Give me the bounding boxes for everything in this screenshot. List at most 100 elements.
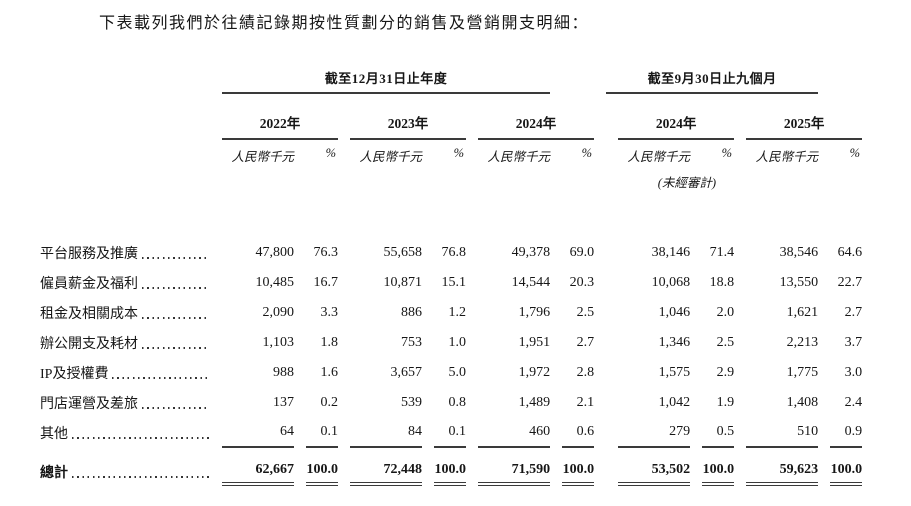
cell-value: 49,378 [511,245,551,260]
cell-value: 14,544 [511,275,551,290]
cell-value: 5.0 [448,365,467,380]
cell-value: 15.1 [441,275,467,290]
cell-value: 2,090 [262,305,295,320]
cell-value: 18.8 [709,275,735,290]
year-header-2025-9m: 2025年 [746,94,863,140]
cell-value: 0.6 [562,418,595,448]
table-row: 僱員薪金及福利 10,485 16.7 10,871 15.1 14,544 20.3 10,… [40,268,862,298]
cell-value: 47,800 [255,245,295,260]
dot-leader [72,476,209,478]
cell-value: 1.9 [716,395,735,410]
cell-value: 10,068 [651,275,691,290]
cell-value: 13,550 [779,275,819,290]
cell-value: 64 [222,418,294,448]
cell-value: 1,042 [658,395,691,410]
cell-value: 1,489 [518,395,551,410]
cell-value: 38,146 [651,245,691,260]
dot-leader [142,317,209,319]
cell-value: 137 [273,395,294,410]
cell-value: 10,871 [383,275,423,290]
cell-value: 2.4 [844,395,863,410]
table-row: IP及授權費 988 1.6 3,657 5.0 1,972 2.8 1,575 2.9 1,77… [40,358,862,388]
cell-value: 69.0 [569,245,595,260]
unit-label: 人民幣千元 [627,150,691,164]
cell-value: 2.5 [576,305,595,320]
cell-value: 1,621 [786,305,819,320]
cell-value: 53,502 [618,448,691,486]
year-header-2024-9m: 2024年 [618,94,735,140]
cell-value: 0.1 [434,418,466,448]
cell-value: 2,213 [786,335,819,350]
total-row: 總計 62,667 100.0 72,448 100.0 71,590 100.0 53,50… [40,448,863,486]
cell-value: 0.5 [702,418,735,448]
percent-label: % [849,146,861,160]
cell-value: 1,103 [262,335,295,350]
dot-leader [72,437,209,439]
table-row: 辦公開支及耗材 1,103 1.8 753 1.0 1,951 2.7 1,346 2.5 2,2… [40,328,862,358]
cell-value: 1,575 [658,365,691,380]
cell-value: 0.8 [448,395,467,410]
cell-value: 2.7 [576,335,595,350]
cell-value: 3.0 [844,365,863,380]
year-header-row: 2022年 2023年 2024年 2024年 2025年 [40,94,863,140]
row-label: 辦公開支及耗材 [40,328,210,358]
cell-value: 76.3 [313,245,339,260]
table-row: 租金及相關成本 2,090 3.3 886 1.2 1,796 2.5 1,046 2.0 1,6… [40,298,862,328]
cell-value: 3,657 [390,365,423,380]
table-row: 平台服務及推廣 47,800 76.3 55,658 76.8 49,378 69.0 38,… [40,238,862,268]
unit-label: 人民幣千元 [487,150,551,164]
cell-value: 2.8 [576,365,595,380]
cell-value: 38,546 [779,245,819,260]
cell-value: 71,590 [478,448,551,486]
percent-label: % [721,146,733,160]
cell-value: 460 [478,418,551,448]
cell-value: 2.9 [716,365,735,380]
cell-value: 539 [401,395,422,410]
unit-label: 人民幣千元 [231,150,294,164]
cell-value: 2.0 [716,305,735,320]
cell-value: 1.0 [448,335,467,350]
cell-value: 1,972 [518,365,551,380]
dot-leader [142,347,209,349]
percent-label: % [581,146,593,160]
cell-value: 55,658 [383,245,423,260]
cell-value: 1,796 [518,305,551,320]
cell-value: 1,046 [658,305,691,320]
cell-value: 100.0 [562,448,595,486]
unit-label: 人民幣千元 [755,150,819,164]
expenses-by-nature-table: 截至12月31日止年度 截至9月30日止九個月 2022年 2023年 2024… [28,61,874,486]
cell-value: 10,485 [255,275,295,290]
cell-value: 1,346 [658,335,691,350]
percent-label: % [453,146,464,160]
cell-value: 753 [401,335,422,350]
year-header-2024: 2024年 [478,94,595,140]
cell-value: 1.6 [320,365,339,380]
cell-value: 0.1 [306,418,338,448]
cell-value: 3.3 [320,305,339,320]
cell-value: 100.0 [434,448,466,486]
cell-value: 510 [746,418,819,448]
cell-value: 76.8 [441,245,467,260]
cell-value: 62,667 [222,448,294,486]
cell-value: 2.7 [844,305,863,320]
row-label: 總計 [40,448,210,486]
row-label: 門店運營及差旅 [40,388,210,418]
cell-value: 59,623 [746,448,819,486]
row-label: 僱員薪金及福利 [40,268,210,298]
unaudited-note: (未經審計) [657,176,717,190]
dot-leader [142,407,209,409]
unit-header-row: 人民幣千元 % 人民幣千元 % 人民幣千元 % 人民幣千元 (未經審計) % 人… [40,140,862,194]
period-group-header-row: 截至12月31日止年度 截至9月30日止九個月 [40,61,862,94]
row-label: IP及授權費 [40,358,210,388]
cell-value: 2.5 [716,335,735,350]
unit-label: 人民幣千元 [359,150,422,164]
cell-value: 71.4 [709,245,735,260]
dot-leader [142,287,209,289]
row-label: 其他 [40,418,210,448]
cell-value: 16.7 [313,275,339,290]
cell-value: 22.7 [837,275,863,290]
cell-value: 279 [618,418,691,448]
table-caption: 下表載列我們於往績記錄期按性質劃分的銷售及營銷開支明細： [99,15,590,32]
unit-label-unaudited: 人民幣千元 (未經審計) [618,140,717,194]
cell-value: 2.1 [576,395,595,410]
